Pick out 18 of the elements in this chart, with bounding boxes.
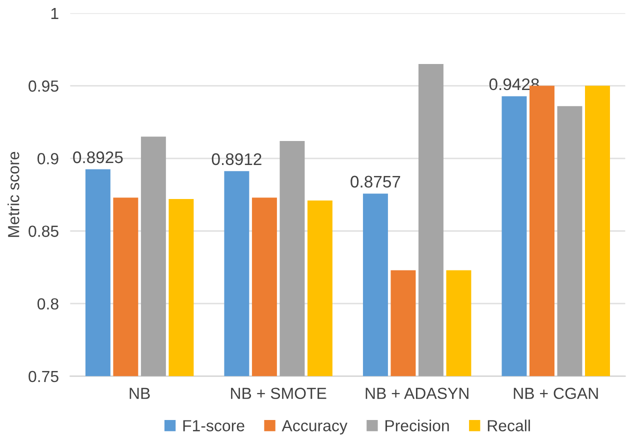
y-tick-label: 0.95 [28, 80, 58, 92]
data-label: 0.8912 [212, 153, 262, 166]
legend-label: Accuracy [282, 420, 348, 435]
y-tick-label: 0.8 [37, 298, 58, 310]
y-tick-label: 0.75 [28, 370, 58, 382]
x-tick-label: NB + SMOTE [231, 388, 326, 400]
legend-label: Precision [385, 420, 449, 432]
x-tick-label: NB + ADASYN [366, 388, 468, 400]
legend-label: F1-score [183, 420, 244, 432]
legend-label: Recall [488, 420, 530, 432]
x-tick-label: NB + CGAN [514, 388, 598, 400]
y-axis-title: Metric score [8, 152, 20, 237]
y-tick-label: 1 [51, 8, 58, 19]
data-label: 0.8925 [73, 151, 123, 164]
data-label: 0.8757 [350, 176, 400, 188]
y-tick-label: 0.85 [28, 226, 58, 237]
x-tick-label: NB [130, 388, 150, 399]
y-tick-label: 0.9 [37, 153, 58, 164]
